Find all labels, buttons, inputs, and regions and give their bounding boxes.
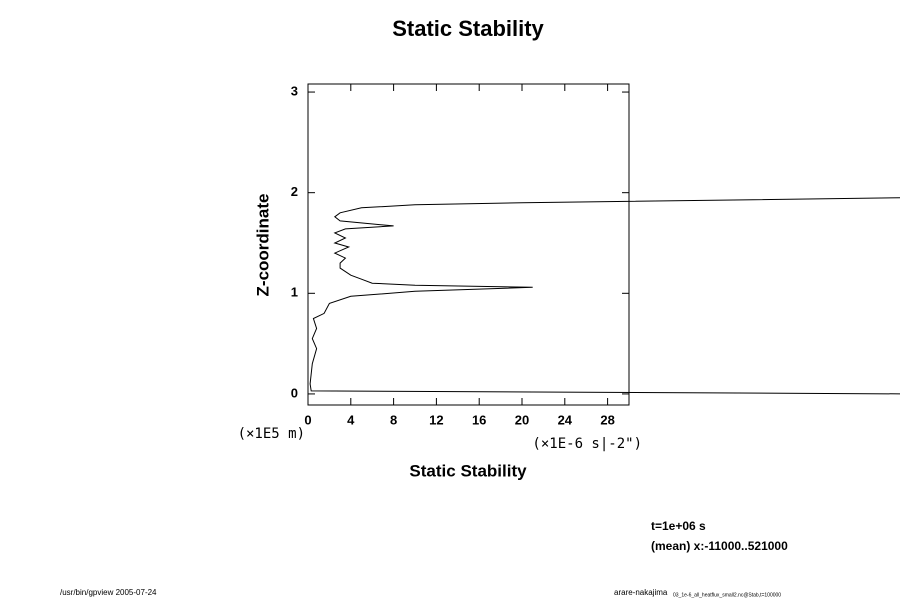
- x-axis-label: Static Stability: [409, 461, 527, 480]
- x-tick-label: 24: [558, 412, 573, 427]
- data-line: [309, 197, 900, 395]
- x-tick-label: 0: [304, 412, 311, 427]
- footer: 03_1e-6_all_heatflux_small2.nc@Stab,t=10…: [673, 592, 781, 598]
- x-tick-label: 20: [515, 412, 529, 427]
- y-unit: (×1E5 m): [238, 426, 305, 442]
- plot-frame: [307, 83, 630, 406]
- x-unit: (×1E-6 s|-2"): [532, 436, 642, 452]
- y-axis-label: Z-coordinate: [253, 194, 272, 297]
- annotation: t=1e+06 s: [651, 519, 706, 533]
- x-tick-label: 8: [390, 412, 397, 427]
- x-tick-label: 16: [472, 412, 486, 427]
- x-tick-label: 28: [600, 412, 614, 427]
- y-tick-label: 1: [291, 285, 298, 300]
- y-tick-label: 3: [291, 83, 298, 98]
- x-tick-label: 12: [429, 412, 443, 427]
- y-tick-label: 2: [291, 184, 298, 199]
- x-tick-label: 4: [347, 412, 355, 427]
- footer: /usr/bin/gpview 2005-07-24: [60, 588, 157, 597]
- chart-title: Static Stability: [392, 16, 544, 41]
- footer: arare-nakajima: [614, 588, 668, 597]
- annotation: (mean) x:-11000..521000: [651, 539, 788, 553]
- y-tick-label: 0: [291, 385, 298, 400]
